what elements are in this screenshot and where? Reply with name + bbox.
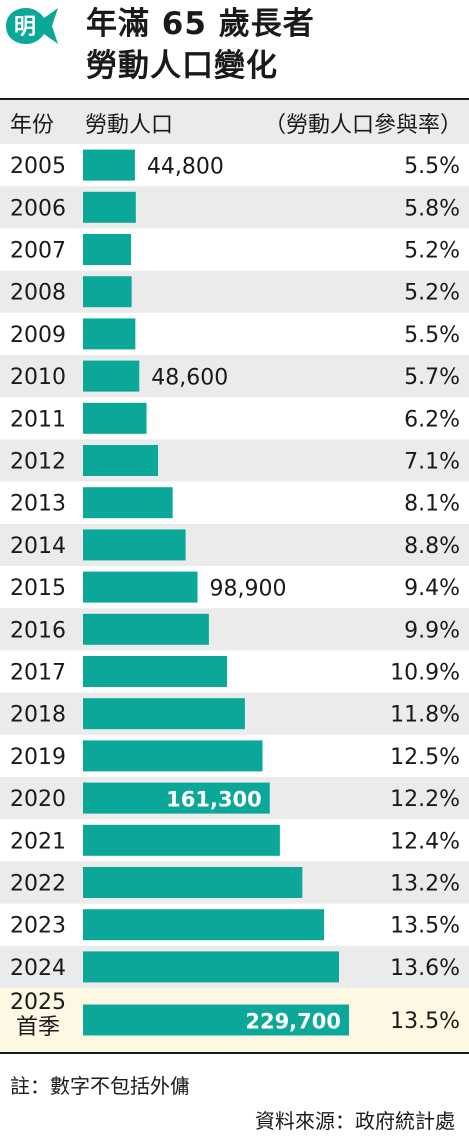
labour-bar-chart: 年份 勞動人口 （勞動人口參與率） 2005 44,800 5.5% 2006 5.8% 200… [0,98,469,1054]
year-label: 2011 [10,407,66,432]
chart-subtitle: 勞動人口變化 [86,48,278,84]
participation-rate: 5.2% [404,281,460,306]
ming-pao-logo: 明 [6,8,58,44]
chart-title: 年滿 65 歲長者 [86,6,315,42]
data-bar [83,402,147,434]
participation-rate: 12.5% [390,745,460,770]
header-labour: 勞動人口 [85,113,173,138]
year-label: 2015 [10,576,66,601]
participation-rate: 5.2% [404,239,460,264]
data-bar [83,445,159,476]
data-label: 98,900 [210,577,287,602]
year-label-line: 2025 [10,990,66,1015]
data-bar [83,149,135,181]
year-label-line: 首季 [16,1015,60,1040]
participation-rate: 5.5% [404,323,460,348]
data-bar [83,782,270,814]
data-bar [83,234,132,265]
participation-rate: 13.5% [390,1009,460,1034]
data-bar [83,487,173,519]
data-bar [83,529,186,561]
data-bar [83,698,245,730]
data-bar [83,318,136,350]
participation-rate: 6.2% [404,407,460,432]
participation-rate: 7.1% [404,450,460,475]
year-label: 2007 [10,239,66,264]
participation-rate: 5.8% [404,196,460,221]
data-bar [83,951,340,983]
year-label: 2010 [10,365,66,390]
participation-rate: 11.8% [390,703,460,728]
data-bar [83,276,132,308]
logo-text: 明 [14,14,36,40]
header-year: 年份 [10,113,54,138]
data-label: 161,300 [166,788,262,812]
header-top-rule [0,98,469,100]
footnote: 註：數字不包括外傭 [10,1074,190,1098]
participation-rate: 12.4% [390,829,460,854]
participation-rate: 13.2% [390,872,460,897]
year-label: 2017 [10,661,66,686]
data-bar [83,571,198,603]
row-bg [0,355,469,398]
participation-rate: 9.4% [404,576,460,601]
data-bar [83,360,140,392]
participation-rate: 13.6% [390,956,460,981]
year-label: 2020 [10,787,66,812]
data-label: 48,600 [151,366,228,391]
year-label: 2021 [10,829,66,854]
participation-rate: 5.5% [404,154,460,179]
year-label: 2023 [10,914,66,939]
data-label: 44,800 [147,155,224,180]
year-label: 2005 [10,154,66,179]
row-bg [0,439,469,482]
year-label: 2012 [10,450,66,475]
chart-bottom-rule [0,1052,469,1054]
year-label: 2006 [10,196,66,221]
year-label: 2025 首季 [10,990,66,1040]
year-label: 2016 [10,618,66,643]
year-label: 2018 [10,703,66,728]
participation-rate: 13.5% [390,914,460,939]
year-label: 2013 [10,492,66,517]
data-label: 229,700 [245,1010,341,1034]
year-label: 2008 [10,281,66,306]
year-label: 2019 [10,745,66,770]
source-note: 資料來源：政府統計處 [255,1109,455,1133]
data-bar [83,613,209,645]
header-row-bg [0,100,469,144]
participation-rate: 8.8% [404,534,460,559]
data-bar [83,740,263,772]
row-bg [0,186,469,229]
participation-rate: 5.7% [404,365,460,390]
year-label: 2014 [10,534,66,559]
header-rate: （勞動人口參與率） [264,113,462,138]
data-bar [83,191,136,223]
row-bg [0,523,469,566]
year-label: 2024 [10,956,66,981]
data-bar [83,867,303,898]
row-bg [0,608,469,651]
year-label: 2009 [10,323,66,348]
participation-rate: 9.9% [404,618,460,643]
data-bar [83,909,325,941]
year-label: 2022 [10,872,66,897]
participation-rate: 10.9% [390,661,460,686]
data-bar [83,1004,349,1036]
header: 明 年滿 65 歲長者 勞動人口變化 [0,0,469,96]
participation-rate: 12.2% [390,787,460,812]
data-bar [83,656,228,687]
participation-rate: 8.1% [404,492,460,517]
data-bar [83,824,280,856]
row-bg [0,270,469,313]
